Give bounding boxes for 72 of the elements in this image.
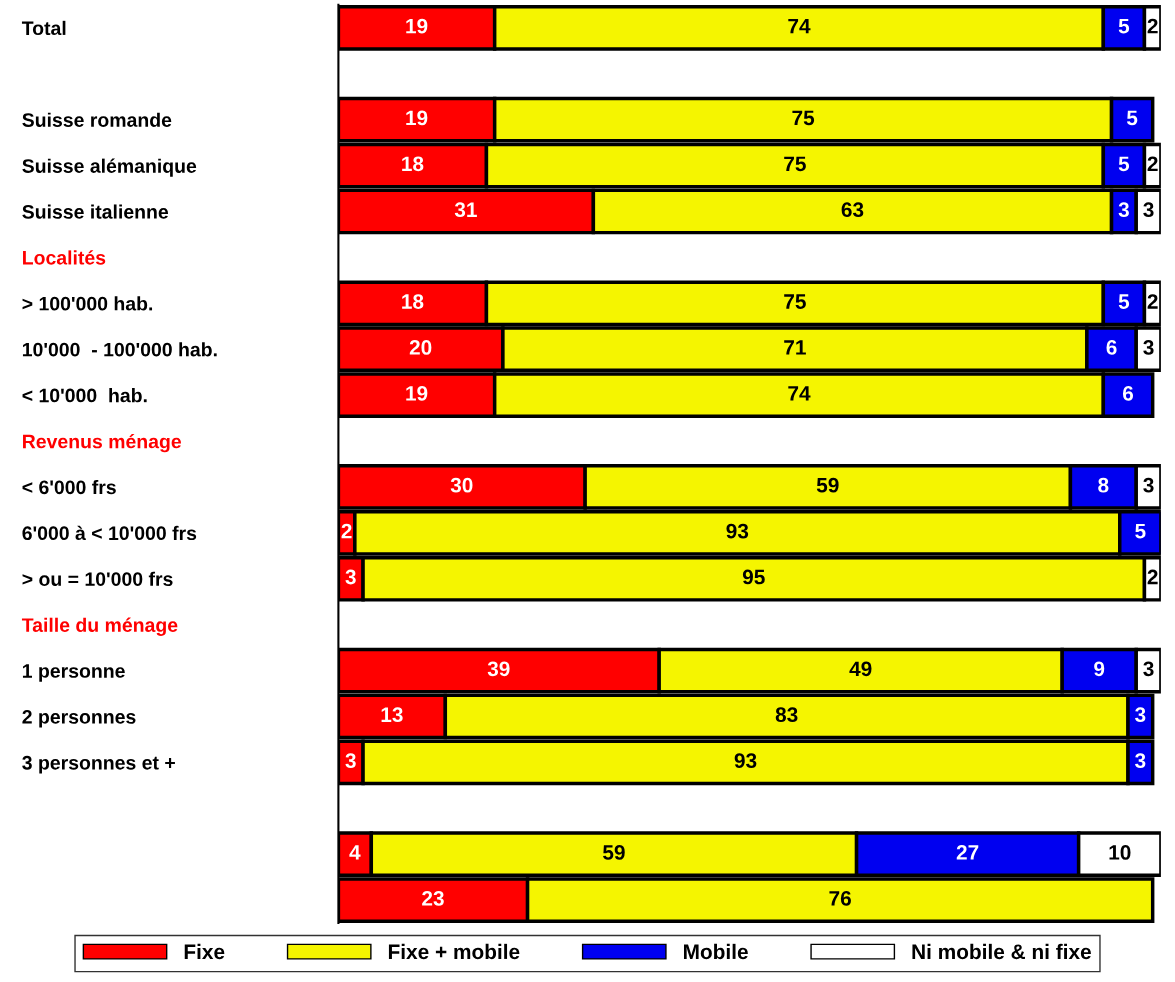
data-label: 9 bbox=[1094, 661, 1105, 677]
data-label: 39 bbox=[487, 661, 510, 677]
data-label: 5 bbox=[1118, 294, 1130, 309]
data-label: 3 bbox=[1135, 707, 1146, 723]
data-label: 18 bbox=[402, 156, 424, 172]
data-label: 3 bbox=[1143, 477, 1154, 493]
y-tick-label: < 10'000 hab. bbox=[22, 388, 147, 403]
data-label: 2 bbox=[1147, 569, 1158, 585]
data-label: 75 bbox=[784, 294, 806, 309]
data-label: 31 bbox=[454, 202, 477, 218]
legend-label: Mobile bbox=[684, 943, 748, 960]
y-tick-label: > ou = 10'000 frs bbox=[22, 571, 173, 586]
legend-label: Fixe + mobile bbox=[388, 943, 520, 960]
data-label: 3 bbox=[1143, 202, 1154, 218]
data-label: 93 bbox=[726, 523, 749, 539]
data-label: 3 bbox=[1118, 202, 1129, 218]
data-label: 3 bbox=[1143, 340, 1154, 355]
y-tick-label: 6'000 à < 10'000 frs bbox=[22, 525, 197, 541]
data-label: 3 bbox=[345, 569, 356, 585]
data-label: 20 bbox=[409, 340, 432, 355]
data-label: 3 bbox=[1143, 661, 1154, 677]
data-label: 83 bbox=[775, 707, 798, 723]
y-tick-label: 10'000 - 100'000 hab. bbox=[22, 342, 217, 357]
y-tick-label: Suisse italienne bbox=[22, 204, 169, 219]
data-label: 4 bbox=[349, 845, 361, 860]
data-label: 59 bbox=[816, 477, 839, 493]
y-tick-label: Total bbox=[21, 20, 66, 36]
y-tick-label: < 6'000 frs bbox=[22, 479, 116, 495]
y-tick-label: 1 personne bbox=[22, 664, 125, 682]
data-label: 3 bbox=[1135, 753, 1146, 769]
data-label: 5 bbox=[1126, 110, 1138, 126]
data-label: 5 bbox=[1118, 156, 1130, 172]
data-label: 13 bbox=[381, 707, 403, 723]
data-label: 19 bbox=[406, 18, 428, 34]
data-label: 5 bbox=[1118, 18, 1130, 34]
data-label: 49 bbox=[849, 661, 872, 677]
data-label: 2 bbox=[341, 523, 352, 539]
data-label: 63 bbox=[841, 202, 864, 218]
y-tick-label: Revenus ménage bbox=[23, 433, 182, 453]
legend-label: Ni mobile & ni fixe bbox=[912, 943, 1091, 960]
y-tick-label: > 100'000 hab. bbox=[22, 296, 153, 311]
data-label: 59 bbox=[602, 845, 625, 860]
y-tick-label: Suisse romande bbox=[22, 112, 172, 127]
data-label: 8 bbox=[1098, 477, 1109, 493]
data-label: 74 bbox=[788, 18, 811, 34]
y-tick-label: 2 personnes bbox=[22, 709, 136, 728]
data-label: 2 bbox=[1147, 156, 1158, 171]
data-label: 6 bbox=[1106, 340, 1117, 355]
y-tick-label: Taille du ménage bbox=[21, 617, 178, 636]
data-label: 95 bbox=[742, 569, 765, 585]
data-label: 75 bbox=[784, 156, 806, 172]
data-label: 74 bbox=[788, 386, 811, 401]
legend-label: Fixe bbox=[184, 943, 225, 960]
data-label: 30 bbox=[450, 477, 473, 493]
data-label: 75 bbox=[792, 110, 815, 126]
y-tick-label: Suisse alémanique bbox=[22, 158, 197, 177]
data-label: 6 bbox=[1122, 385, 1134, 401]
data-label: 23 bbox=[422, 890, 444, 906]
y-tick-label: 3 personnes et + bbox=[22, 755, 175, 774]
data-label: 93 bbox=[734, 753, 757, 769]
data-label: 19 bbox=[406, 110, 428, 126]
data-label: 76 bbox=[829, 890, 851, 906]
data-label: 10 bbox=[1109, 845, 1131, 860]
data-label: 18 bbox=[402, 294, 424, 309]
data-label: 2 bbox=[1147, 294, 1158, 309]
data-label: 5 bbox=[1135, 523, 1146, 539]
data-label: 2 bbox=[1147, 18, 1158, 34]
y-tick-label: Localités bbox=[23, 250, 106, 265]
data-label: 27 bbox=[956, 845, 979, 860]
data-label: 71 bbox=[784, 340, 806, 355]
data-label: 3 bbox=[345, 753, 356, 769]
data-label: 19 bbox=[406, 385, 428, 401]
